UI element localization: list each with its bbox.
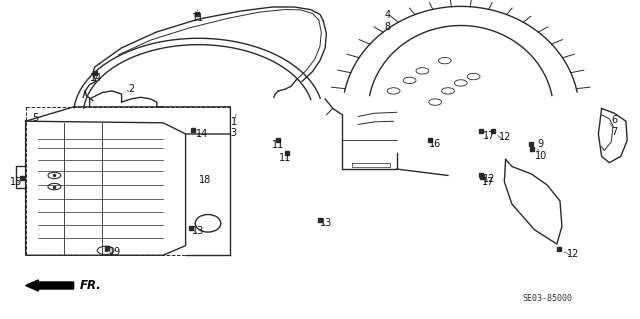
Text: 16: 16 [429, 139, 442, 149]
Text: 6
7: 6 7 [611, 115, 618, 137]
Text: 5: 5 [32, 113, 38, 123]
Text: 1
3: 1 3 [230, 117, 237, 138]
Text: 17: 17 [481, 177, 494, 187]
Text: 12: 12 [499, 132, 512, 142]
Text: 2: 2 [128, 84, 134, 94]
Text: 14: 14 [90, 73, 102, 83]
Text: 13: 13 [320, 218, 333, 228]
Text: 11: 11 [192, 12, 205, 23]
Text: 4
8: 4 8 [384, 10, 390, 32]
Text: 19: 19 [109, 247, 122, 257]
Text: 11: 11 [272, 140, 285, 150]
Text: 12: 12 [566, 249, 579, 259]
Text: 14: 14 [195, 129, 208, 139]
Text: 13: 13 [192, 226, 205, 236]
Text: SE03-85000: SE03-85000 [522, 294, 572, 303]
Text: 17: 17 [483, 130, 496, 141]
FancyArrow shape [26, 280, 74, 291]
Text: 15: 15 [10, 177, 22, 187]
Text: FR.: FR. [80, 279, 102, 292]
Text: 9
10: 9 10 [534, 139, 547, 161]
Text: 11: 11 [278, 153, 291, 163]
Text: 18: 18 [198, 175, 211, 185]
Text: 12: 12 [483, 174, 496, 184]
